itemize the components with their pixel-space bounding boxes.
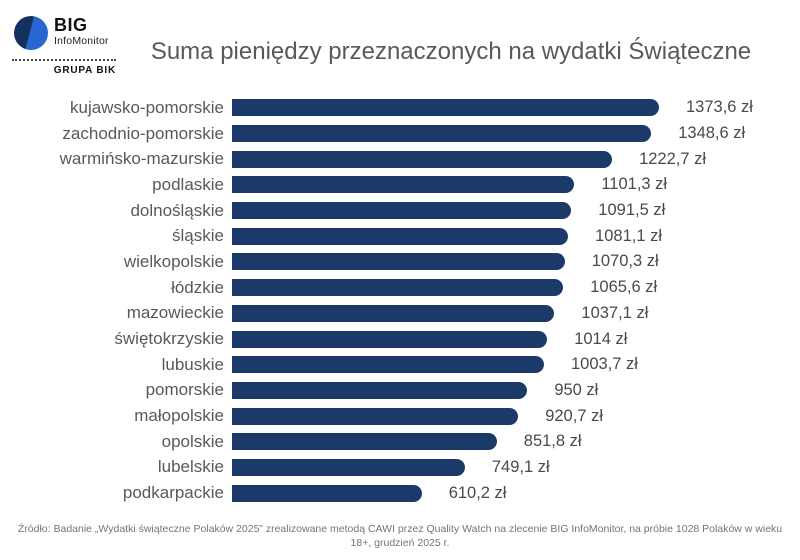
chart-row: pomorskie 950 zł: [12, 378, 800, 404]
bar: [232, 279, 564, 297]
value-label: 1070,3 zł: [591, 252, 659, 271]
chart-row: śląskie 1081,1 zł: [12, 223, 800, 249]
category-label: lubuskie: [161, 354, 224, 374]
value-label: 1037,1 zł: [581, 303, 649, 322]
category-label: podkarpackie: [122, 483, 224, 503]
chart-row: podlaskie 1101,3 zł: [12, 172, 800, 198]
bar: [232, 381, 528, 399]
category-label: mazowieckie: [126, 303, 224, 323]
bar-chart: kujawsko-pomorskie 1373,6 zł zachodnio-pom…: [12, 95, 800, 506]
bar: [232, 176, 575, 194]
bar: [232, 407, 519, 425]
value-label: 920,7 zł: [545, 406, 603, 425]
logo-big-text: BIG: [54, 15, 88, 35]
big-infomonitor-logo-icon: [14, 16, 48, 50]
chart-row: wielkopolskie 1070,3 zł: [12, 249, 800, 275]
logo-text-block: BIG InfoMonitor: [54, 10, 109, 47]
bar: [232, 356, 544, 374]
chart-row: warmińsko-mazurskie 1222,7 zł: [12, 146, 800, 172]
logo-grupa-bik-text: GRUPA BIK: [53, 65, 116, 76]
value-label: 1003,7 zł: [571, 355, 638, 374]
bar: [232, 150, 613, 168]
chart-row: zachodnio-pomorskie 1348,6 zł: [12, 121, 800, 147]
value-label: 1373,6 zł: [686, 98, 753, 117]
bar: [232, 330, 548, 348]
bar: [232, 99, 659, 117]
bar: [232, 202, 572, 220]
bar: [232, 484, 422, 502]
category-label: podlaskie: [152, 174, 224, 194]
logo-top: BIG InfoMonitor: [12, 10, 116, 50]
category-label: lubelskie: [157, 457, 224, 477]
logo-dotted-divider: [12, 59, 116, 61]
bar: [232, 253, 565, 271]
category-label: pomorskie: [145, 380, 224, 400]
value-label: 950 zł: [554, 380, 599, 399]
category-label: zachodnio-pomorskie: [62, 123, 224, 143]
logo-infomonitor-text: InfoMonitor: [54, 34, 109, 47]
value-label: 851,8 zł: [523, 432, 582, 451]
category-label: dolnośląskie: [130, 200, 224, 220]
category-label: łódzkie: [171, 277, 224, 297]
value-label: 1091,5 zł: [598, 201, 666, 220]
chart-row: małopolskie 920,7 zł: [12, 403, 800, 429]
chart-row: kujawsko-pomorskie 1373,6 zł: [12, 95, 800, 121]
chart-row: mazowieckie 1037,1 zł: [12, 301, 800, 327]
value-label: 1065,6 zł: [590, 278, 658, 297]
value-label: 1014 zł: [574, 329, 628, 348]
header: BIG InfoMonitor GRUPA BIK Suma pieniędzy…: [0, 0, 800, 84]
chart-row: opolskie 851,8 zł: [12, 429, 800, 455]
category-label: małopolskie: [134, 406, 224, 426]
value-label: 1101,3 zł: [601, 175, 668, 194]
category-label: kujawsko-pomorskie: [70, 97, 224, 117]
chart-row: świętokrzyskie 1014 zł: [12, 326, 800, 352]
big-infomonitor-logo: BIG InfoMonitor GRUPA BIK: [12, 10, 116, 76]
bar: [232, 458, 465, 476]
value-label: 1348,6 zł: [678, 124, 746, 143]
bar: [232, 433, 497, 451]
value-label: 610,2 zł: [448, 483, 507, 502]
chart-row: lubelskie 749,1 zł: [12, 455, 800, 481]
bar: [232, 125, 652, 143]
category-label: warmińsko-mazurskie: [59, 149, 224, 169]
value-label: 749,1 zł: [491, 457, 550, 476]
category-label: świętokrzyskie: [114, 329, 224, 349]
chart-row: podkarpackie 610,2 zł: [12, 480, 800, 506]
value-label: 1222,7 zł: [639, 149, 707, 168]
bar: [232, 304, 555, 322]
chart-row: lubuskie 1003,7 zł: [12, 352, 800, 378]
bar: [232, 227, 569, 245]
category-label: opolskie: [161, 431, 224, 451]
category-label: śląskie: [172, 226, 224, 246]
source-note: Źródło: Badanie „Wydatki świąteczne Pola…: [17, 522, 783, 549]
value-label: 1081,1 zł: [595, 226, 663, 245]
chart-row: dolnośląskie 1091,5 zł: [12, 198, 800, 224]
page-title: Suma pieniędzy przeznaczonych na wydatki…: [150, 38, 752, 65]
chart-row: łódzkie 1065,6 zł: [12, 275, 800, 301]
category-label: wielkopolskie: [123, 251, 224, 271]
